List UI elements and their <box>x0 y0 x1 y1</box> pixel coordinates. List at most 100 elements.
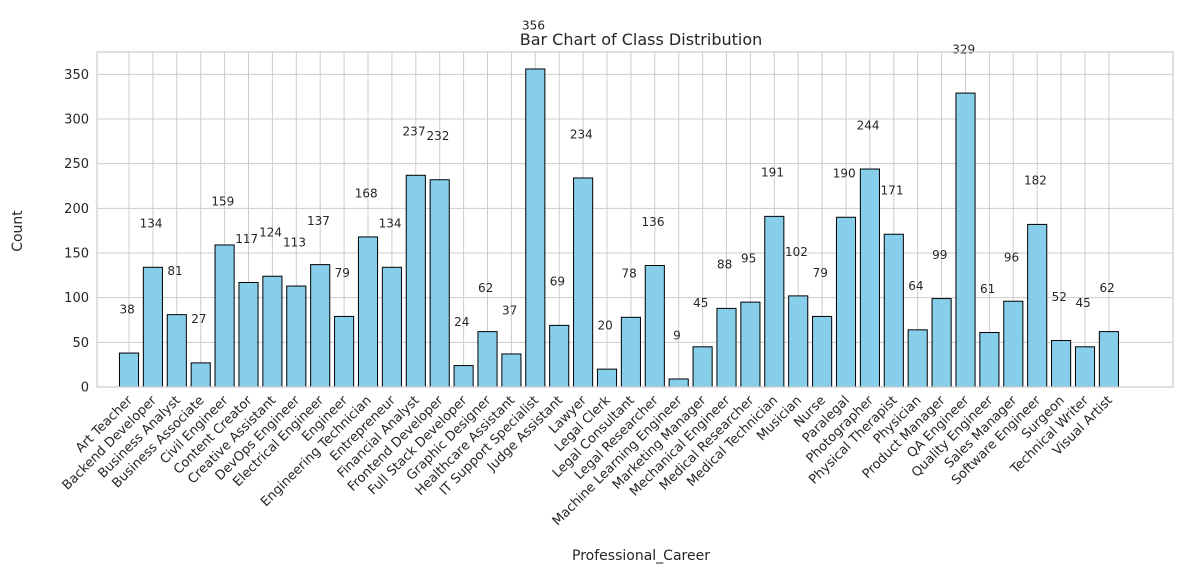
data-label: 38 <box>120 302 135 316</box>
axes-frame <box>96 51 1174 388</box>
bar <box>692 346 713 388</box>
data-label: 64 <box>908 279 923 293</box>
data-label: 52 <box>1052 290 1067 304</box>
data-label: 9 <box>673 328 681 342</box>
bar <box>190 362 211 388</box>
data-label: 79 <box>335 266 350 280</box>
bar <box>907 329 928 388</box>
data-label: 95 <box>741 251 756 265</box>
bar <box>573 177 594 388</box>
bar <box>740 301 761 388</box>
bar <box>525 68 546 388</box>
data-label: 99 <box>932 248 947 262</box>
data-label: 244 <box>857 118 880 132</box>
data-label: 62 <box>478 281 493 295</box>
data-label: 88 <box>717 258 732 272</box>
bar <box>835 216 857 388</box>
bar <box>118 352 140 388</box>
data-label: 356 <box>522 18 545 32</box>
data-label: 45 <box>693 296 708 310</box>
data-label: 124 <box>259 226 282 240</box>
bar <box>334 315 355 388</box>
data-label: 329 <box>952 42 975 56</box>
y-tick-label: 0 <box>81 381 89 396</box>
bar <box>549 324 570 388</box>
data-label: 134 <box>379 217 402 231</box>
bar <box>405 174 426 388</box>
data-label: 45 <box>1076 296 1091 310</box>
x-axis-label: Professional_Career <box>572 548 710 564</box>
bar <box>501 353 522 388</box>
y-tick-label: 50 <box>72 336 89 351</box>
data-label: 62 <box>1099 281 1114 295</box>
data-label: 81 <box>167 264 182 278</box>
bar <box>357 236 379 388</box>
bar <box>429 179 450 388</box>
data-label: 134 <box>140 217 163 231</box>
bar <box>166 314 187 388</box>
y-tick-label: 200 <box>64 202 89 217</box>
y-tick-label: 100 <box>64 291 89 306</box>
data-label: 61 <box>980 282 995 296</box>
bar <box>955 92 976 388</box>
data-label: 78 <box>621 267 636 281</box>
bar <box>644 265 665 388</box>
bar <box>310 264 331 388</box>
data-label: 102 <box>785 245 808 259</box>
bar <box>1051 340 1072 388</box>
y-tick-labels: 0 50 100 150 200 250 300 350 <box>64 68 89 396</box>
bar <box>286 285 307 388</box>
data-label: 113 <box>283 235 306 249</box>
bar <box>381 266 402 388</box>
bar <box>453 365 474 388</box>
data-label: 96 <box>1004 251 1019 265</box>
data-label: 37 <box>502 303 517 317</box>
data-label: 234 <box>570 127 593 141</box>
data-label: 79 <box>813 266 828 280</box>
y-axis-label: Count <box>10 210 26 252</box>
data-label: 232 <box>426 129 449 143</box>
bar <box>1027 223 1048 388</box>
bar <box>214 244 235 388</box>
bar <box>979 332 1000 388</box>
bar <box>1003 300 1024 388</box>
data-label: 137 <box>307 214 330 228</box>
data-label: 171 <box>881 184 904 198</box>
data-label: 69 <box>550 275 565 289</box>
bar <box>764 215 785 388</box>
y-tick-label: 250 <box>64 157 89 172</box>
bar <box>716 307 737 388</box>
data-label: 237 <box>403 125 426 139</box>
data-label: 136 <box>642 215 665 229</box>
data-label: 20 <box>598 318 613 332</box>
bar <box>883 233 904 388</box>
bar <box>596 368 618 388</box>
bar <box>477 331 498 388</box>
bars <box>118 68 1119 388</box>
bar <box>620 316 641 388</box>
y-tick-label: 150 <box>64 247 89 262</box>
data-label: 190 <box>833 167 856 181</box>
bar <box>931 298 952 388</box>
bar <box>1098 331 1119 388</box>
bar <box>238 281 259 388</box>
bar <box>859 168 880 388</box>
data-label: 24 <box>454 315 469 329</box>
data-label: 27 <box>191 312 206 326</box>
bar <box>1074 346 1096 388</box>
bar <box>668 378 689 388</box>
bar <box>788 295 809 388</box>
y-tick-label: 300 <box>64 113 89 128</box>
data-label: 168 <box>355 186 378 200</box>
bar <box>812 315 833 388</box>
chart-title: Bar Chart of Class Distribution <box>520 30 763 49</box>
y-tick-label: 350 <box>64 68 89 83</box>
bar <box>142 266 163 388</box>
data-label: 191 <box>761 166 784 180</box>
data-label: 117 <box>235 232 258 246</box>
data-label: 159 <box>211 194 234 208</box>
bar <box>262 275 283 388</box>
